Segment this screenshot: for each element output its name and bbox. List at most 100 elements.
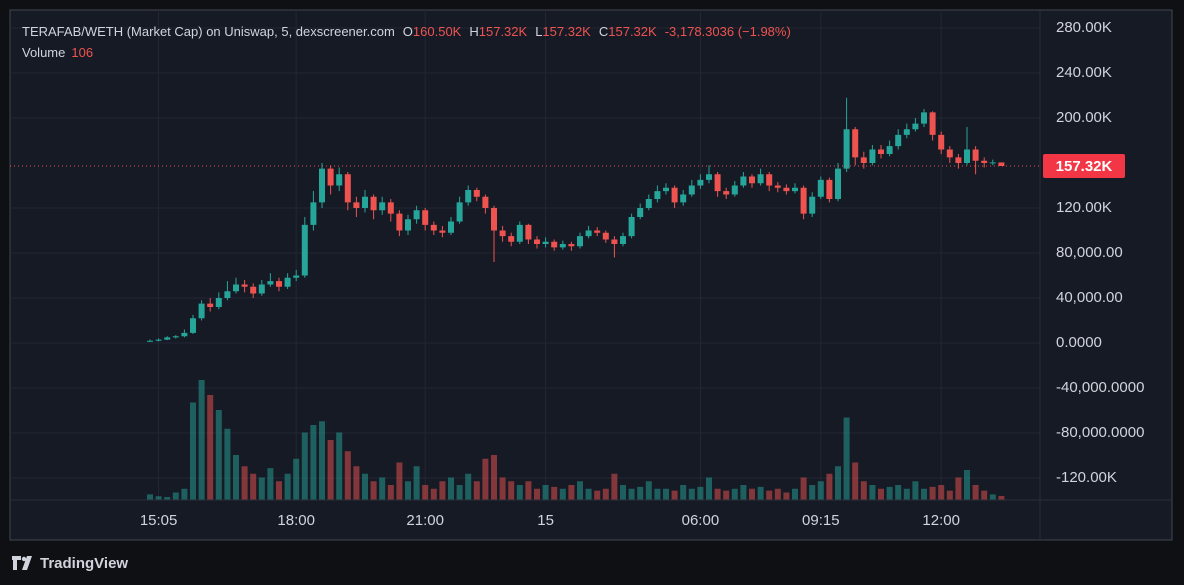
volume-bar [783, 492, 790, 500]
y-tick-label: -80,000.0000 [1056, 424, 1144, 441]
volume-bar [164, 497, 171, 500]
candle-body [903, 129, 910, 135]
volume-bar [955, 477, 962, 500]
volume-bar [215, 410, 222, 500]
volume-bar [344, 451, 351, 500]
volume-bar [809, 485, 816, 500]
volume-bar [198, 380, 205, 500]
candle-body [946, 149, 953, 158]
candle-body [783, 187, 790, 192]
candle-body [688, 185, 695, 195]
volume-bar [912, 481, 919, 500]
chart-panel [9, 9, 1173, 541]
candle-body [654, 191, 661, 199]
candle-body [998, 162, 1005, 167]
volume-bar [688, 488, 695, 500]
candle-body [482, 196, 489, 208]
candle-body [310, 202, 317, 225]
last-price-box [1043, 154, 1125, 179]
candle-body [680, 194, 687, 203]
candle-body [611, 239, 618, 244]
volume-bar [448, 477, 454, 500]
volume-bar [602, 488, 609, 500]
candle-body [353, 202, 360, 208]
volume-bar [473, 481, 480, 500]
candle-body [663, 187, 669, 192]
candle-body [826, 179, 833, 199]
volume-bar [172, 492, 179, 500]
volume-bar [370, 481, 377, 500]
candle-body [792, 187, 798, 192]
candle-body [319, 168, 325, 203]
volume-bar [964, 470, 970, 500]
candle-body [723, 191, 730, 195]
volume-bar [594, 490, 601, 500]
y-tick-label: 120.00K [1056, 199, 1112, 216]
ohlc-key: O [403, 24, 413, 39]
candle-body [878, 149, 884, 154]
candle-body [301, 224, 308, 276]
logo-dot [21, 556, 27, 562]
candle-body [645, 198, 652, 208]
volume-bar [680, 485, 687, 500]
candle-body [671, 187, 678, 203]
logo-mark [12, 556, 32, 570]
volume-bar [559, 488, 566, 500]
candle-body [405, 219, 411, 231]
candle-body [473, 189, 480, 197]
volume-bar [155, 496, 162, 500]
candle-body [542, 241, 549, 244]
volume-bar [577, 481, 583, 500]
volume-bar [886, 486, 893, 500]
candle-body [534, 239, 540, 244]
volume-bar [921, 488, 927, 500]
candle-body [921, 112, 927, 124]
volume-bar [310, 425, 317, 500]
volume-bar [422, 485, 429, 500]
volume-bar [731, 488, 738, 500]
volume-bar [706, 477, 712, 500]
candle-body [379, 202, 386, 211]
ohlc-value: 157.32K [479, 24, 528, 39]
candle-body [706, 174, 712, 180]
x-tick-label: 18:00 [277, 512, 315, 529]
volume-bar [628, 488, 635, 500]
volume-bar [516, 485, 523, 500]
candle-body [895, 134, 902, 147]
candle-body [293, 275, 300, 278]
volume-bar [413, 466, 420, 500]
volume-bar [465, 473, 472, 500]
volume-bar [878, 488, 884, 500]
candle-body [585, 230, 592, 237]
volume-bar [800, 477, 807, 500]
candle-body [981, 160, 988, 163]
volume-bar [387, 485, 394, 500]
candle-body [276, 281, 282, 287]
volume-bar [276, 481, 282, 500]
candle-body [938, 134, 945, 150]
candle-body [594, 230, 601, 233]
volume-bar [869, 485, 876, 500]
volume-bar [671, 490, 678, 500]
candle-body [215, 297, 222, 307]
volume-bar [938, 485, 945, 500]
candle-body [628, 216, 635, 237]
title: TERAFAB/WETH (Market Cap) on Uniswap, 5,… [22, 24, 395, 39]
candle-body [637, 207, 644, 217]
volume-bar [293, 458, 300, 500]
candle-body [843, 129, 850, 169]
volume-bar [439, 481, 446, 500]
volume-bar [998, 496, 1005, 500]
ohlc-value: 160.50K [413, 24, 462, 39]
ohlc-key: C [599, 24, 608, 39]
volume-bar [740, 485, 747, 500]
candle-body [413, 210, 420, 220]
candle-body [387, 202, 394, 214]
candle-body [155, 339, 162, 341]
volume-bar [525, 481, 532, 500]
volume-bar [491, 455, 497, 500]
candle-body [267, 281, 274, 285]
ohlc-value: 157.32K [608, 24, 657, 39]
candle-body [749, 176, 755, 184]
